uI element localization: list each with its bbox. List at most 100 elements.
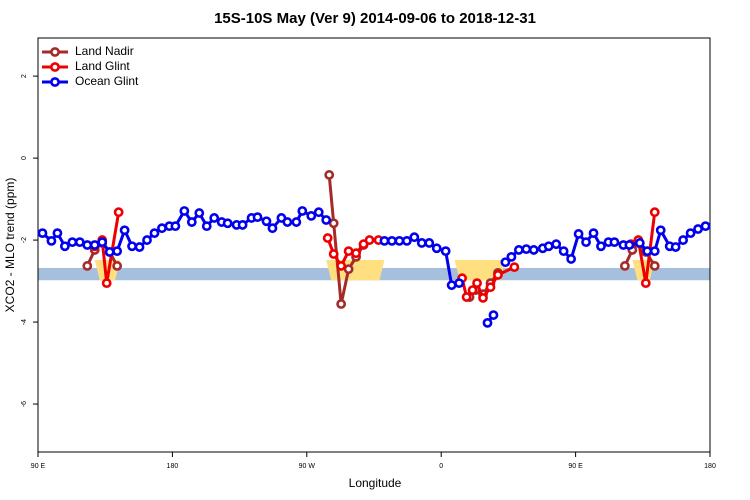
data-point [493, 270, 503, 280]
data-point [461, 292, 472, 302]
data-point [82, 240, 93, 250]
data-point [112, 246, 123, 257]
data-point [634, 238, 645, 248]
data-point [112, 261, 123, 271]
data-point [222, 218, 233, 229]
y-tick-label: -2 [21, 237, 28, 243]
legend-label: Land Nadir [75, 44, 134, 58]
data-point [649, 207, 660, 218]
data-point [678, 235, 689, 245]
data-point [82, 261, 93, 271]
data-point [282, 217, 293, 227]
data-point [558, 246, 569, 257]
x-axis-label: Longitude [349, 476, 402, 490]
data-point [46, 236, 57, 246]
land-region [454, 259, 506, 281]
data-point [89, 240, 100, 250]
data-point [113, 207, 124, 218]
data-point [52, 228, 63, 239]
data-point [482, 317, 493, 328]
legend-marker [50, 62, 60, 72]
data-point [573, 229, 584, 239]
legend-marker [50, 77, 60, 87]
legend-label: Land Glint [75, 59, 130, 73]
data-point [401, 236, 412, 246]
data-point [472, 278, 482, 289]
data-point [478, 292, 488, 303]
data-point [596, 241, 606, 252]
data-point [521, 244, 532, 254]
data-point [149, 228, 160, 239]
data-point [59, 241, 70, 252]
data-point [528, 245, 539, 255]
y-tick-label: -6 [21, 401, 28, 407]
data-point [201, 221, 212, 232]
chart-title: 15S-10S May (Ver 9) 2014-09-06 to 2018-1… [214, 10, 536, 27]
data-point [186, 217, 197, 227]
data-point [237, 220, 248, 230]
y-tick-label: 2 [21, 74, 28, 78]
data-point [67, 237, 78, 248]
data-point [379, 236, 390, 246]
x-tick-label: 90 E [31, 463, 46, 470]
data-point [179, 206, 190, 216]
data-point [321, 215, 332, 225]
data-point [409, 232, 420, 243]
x-tick-label: 180 [704, 463, 716, 470]
data-point [324, 170, 335, 180]
data-point [313, 207, 324, 218]
data-point [640, 278, 651, 289]
data-point [97, 237, 108, 248]
data-point [328, 249, 339, 259]
data-point [624, 240, 635, 250]
data-point [446, 280, 457, 291]
data-point [642, 246, 653, 257]
data-point [291, 217, 302, 227]
data-point [500, 257, 511, 268]
land-region [326, 259, 385, 281]
data-point [431, 243, 442, 254]
data-point [297, 206, 308, 216]
data-point [581, 237, 591, 248]
data-point [543, 241, 554, 252]
data-point [336, 261, 347, 271]
plot-frame [37, 37, 711, 453]
data-point [134, 242, 145, 252]
data-point [655, 225, 666, 236]
data-point [685, 228, 696, 239]
data-point [394, 236, 405, 246]
data-point [104, 247, 115, 257]
x-tick-label: 90 E [568, 463, 583, 470]
data-point [551, 239, 562, 250]
data-point [619, 261, 630, 271]
data-point [513, 245, 524, 255]
data-point [261, 216, 272, 227]
data-point [509, 262, 520, 273]
data-point [454, 278, 465, 289]
data-point [306, 210, 317, 221]
data-point [649, 246, 660, 257]
y-tick-label: 0 [21, 156, 28, 160]
data-point [566, 254, 577, 264]
data-point [194, 208, 205, 218]
data-point [485, 282, 496, 293]
data-point [364, 235, 375, 245]
data-point [351, 248, 361, 259]
data-point [387, 236, 397, 246]
data-point [170, 221, 181, 232]
data-point [343, 264, 354, 275]
data-point [588, 228, 599, 239]
data-point [670, 242, 681, 252]
data-point [101, 278, 112, 289]
x-tick-label: 90 W [299, 463, 316, 470]
x-tick-label: 180 [167, 463, 179, 470]
data-point [700, 221, 711, 232]
y-axis-label: XCO2 - MLO trend (ppm) [3, 178, 17, 313]
data-point [424, 238, 435, 248]
y-tick-label: -4 [21, 319, 28, 325]
data-point [506, 251, 517, 262]
data-point [328, 218, 339, 229]
data-point [609, 237, 620, 248]
data-point [336, 299, 347, 309]
